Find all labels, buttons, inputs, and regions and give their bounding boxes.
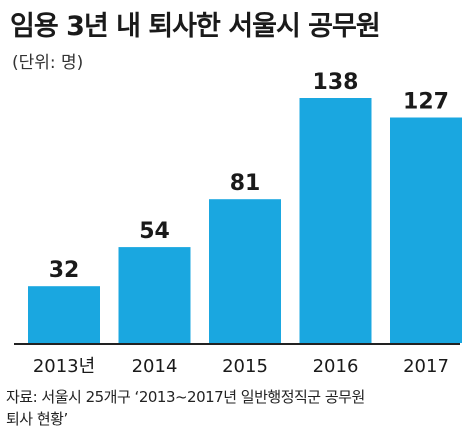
category-labels-group: 2013년 2014 2015 2016 2017 <box>33 356 449 377</box>
category-label-4: 2017 <box>403 356 449 377</box>
source-line-1: 자료: 서울시 25개구 ‘2013~2017년 일반행정직군 공무원 <box>6 388 365 406</box>
category-label-0: 2013년 <box>33 356 95 377</box>
unit-note: (단위: 명) <box>12 53 84 73</box>
value-labels-group: 32 54 81 138 127 <box>49 70 449 283</box>
value-label-0: 32 <box>49 258 80 283</box>
value-label-4: 127 <box>403 90 449 115</box>
source-line-2: 퇴사 현황’ <box>6 410 68 428</box>
bar-3 <box>299 98 372 343</box>
value-label-1: 54 <box>139 219 170 244</box>
bars-group <box>28 98 462 343</box>
bar-1 <box>118 247 191 343</box>
category-label-1: 2014 <box>132 356 178 377</box>
value-label-2: 81 <box>230 171 261 196</box>
chart-title: 임용 3년 내 퇴사한 서울시 공무원 <box>10 11 381 42</box>
bar-4 <box>390 117 462 343</box>
bar-0 <box>28 286 100 343</box>
bar-2 <box>209 199 281 343</box>
category-label-3: 2016 <box>313 356 359 377</box>
source-note: 자료: 서울시 25개구 ‘2013~2017년 일반행정직군 공무원 퇴사 현… <box>6 386 471 430</box>
value-label-3: 138 <box>313 70 359 95</box>
category-label-2: 2015 <box>222 356 268 377</box>
